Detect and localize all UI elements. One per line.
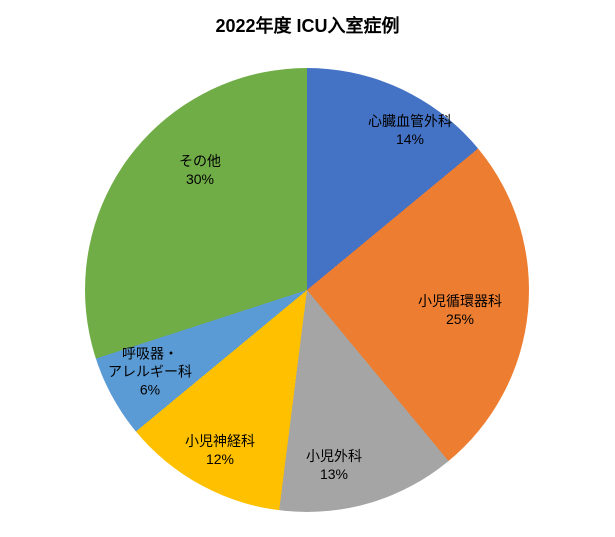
pie-graphic <box>85 68 529 512</box>
slice-label-line1: その他 <box>179 152 221 170</box>
pie-chart: 2022年度 ICU入室症例 心臓血管外科14% 小児循環器科25% 小児外科13%… <box>0 0 615 537</box>
slice-label: 小児外科13% <box>306 447 362 483</box>
slice-label-line1: 心臓血管外科 <box>368 112 452 130</box>
slice-label-line1: 呼吸器・ <box>108 345 192 363</box>
chart-title: 2022年度 ICU入室症例 <box>0 12 615 38</box>
slice-label-line1: 小児循環器科 <box>418 292 502 310</box>
slice-label-line2: アレルギー科 <box>108 363 192 381</box>
slice-label: 呼吸器・アレルギー科6% <box>108 345 192 400</box>
slice-label: その他30% <box>179 152 221 188</box>
slice-percent: 30% <box>179 170 221 188</box>
slice-label-line1: 小児神経科 <box>185 432 255 450</box>
slice-percent: 13% <box>306 465 362 483</box>
slice-percent: 14% <box>368 130 452 148</box>
slice-label-line1: 小児外科 <box>306 447 362 465</box>
slice-percent: 12% <box>185 450 255 468</box>
slice-label: 小児循環器科25% <box>418 292 502 328</box>
slice-label: 心臓血管外科14% <box>368 112 452 148</box>
slice-label: 小児神経科12% <box>185 432 255 468</box>
slice-percent: 25% <box>418 310 502 328</box>
slice-percent: 6% <box>108 381 192 399</box>
